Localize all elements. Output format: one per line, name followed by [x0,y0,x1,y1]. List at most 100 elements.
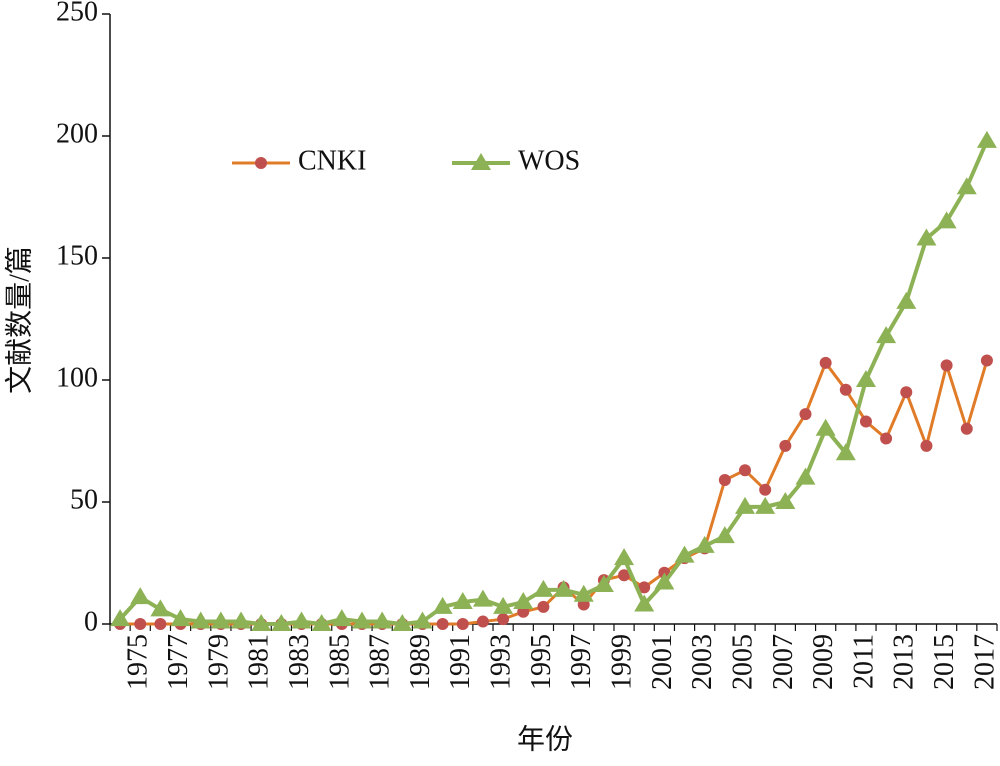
series-line [120,360,989,626]
x-tick-label: 2017 [969,634,1000,690]
data-point [835,443,856,461]
x-tick-label: 1987 [365,634,396,690]
y-tick-label: 200 [56,118,98,149]
data-point [291,611,312,629]
data-point [916,228,937,246]
data-point [493,596,514,614]
data-point [779,439,792,452]
data-point [859,415,872,428]
x-axis-label: 年份 [517,723,573,755]
data-point [210,611,231,629]
data-point [251,614,272,631]
x-tick-label: 2011 [848,634,879,689]
x-tick-label: 1997 [566,634,597,690]
data-point [392,614,413,631]
data-point [154,618,167,630]
data-point [134,618,147,630]
y-tick-label: 150 [56,240,98,271]
x-tick-label: 1999 [606,634,637,690]
x-tick-label: 1995 [526,634,557,690]
data-point [960,422,973,435]
data-point [638,581,651,594]
y-tick-label: 250 [56,0,98,27]
data-point [799,408,812,421]
data-point [735,496,756,514]
data-point [940,359,953,372]
data-point [775,492,796,509]
data-point [714,526,735,544]
data-point [476,615,489,628]
data-point [654,572,675,590]
x-tick-label: 2001 [647,634,678,690]
x-tick-label: 1981 [244,634,275,690]
y-tick-label: 100 [56,362,98,393]
data-point [412,611,433,629]
y-axis-label: 文献数量/篇 [3,246,35,394]
data-point [819,356,832,369]
data-point [815,418,836,436]
series-line [118,140,989,626]
legend-marker [255,157,267,169]
legend-label: CNKI [298,145,366,176]
x-tick-label: 1979 [203,634,234,690]
data-point [432,596,453,614]
legend-label: WOS [518,145,580,176]
data-point [533,579,554,597]
data-point [513,592,534,610]
data-point [372,611,393,629]
data-point [880,432,893,445]
data-point [170,609,191,627]
data-point [150,599,171,617]
data-point [614,548,635,566]
x-tick-label: 1983 [284,634,315,690]
data-point [839,383,852,396]
legend-marker [471,153,491,170]
data-point [956,177,977,195]
data-point [795,467,816,485]
data-point [936,211,957,229]
x-tick-label: 2007 [768,634,799,690]
data-point [674,545,695,563]
data-point [190,611,211,629]
data-point [436,618,449,630]
x-tick-label: 2003 [687,634,718,690]
x-tick-label: 2009 [808,634,839,690]
data-point [593,574,614,592]
data-point [759,483,772,496]
data-point [271,614,292,631]
data-point [472,589,493,607]
x-tick-label: 1989 [405,634,436,690]
data-point [920,439,933,452]
data-point [739,464,752,477]
data-point [130,587,151,605]
data-point [900,386,913,399]
data-point [452,592,473,610]
data-point [855,370,876,387]
data-point [331,609,352,627]
data-point [976,130,997,148]
data-point [110,609,131,627]
data-point [573,584,594,602]
data-point [231,611,252,629]
x-tick-label: 2015 [929,634,960,690]
x-tick-label: 1993 [486,634,517,690]
data-point [553,579,574,597]
x-tick-label: 1985 [324,634,355,690]
y-tick-label: 50 [70,484,98,515]
x-tick-label: 1991 [445,634,476,690]
data-point [694,535,715,553]
data-point [755,496,776,514]
data-point [497,613,510,626]
data-point [634,594,655,612]
x-tick-label: 1975 [123,634,154,690]
data-point [896,291,917,309]
y-tick-label: 0 [84,606,98,637]
data-point [980,354,993,367]
data-point [351,611,372,629]
x-tick-label: 2005 [727,634,758,690]
data-point [618,569,631,582]
data-point [718,474,731,487]
data-point [311,614,332,631]
data-point [456,618,469,630]
